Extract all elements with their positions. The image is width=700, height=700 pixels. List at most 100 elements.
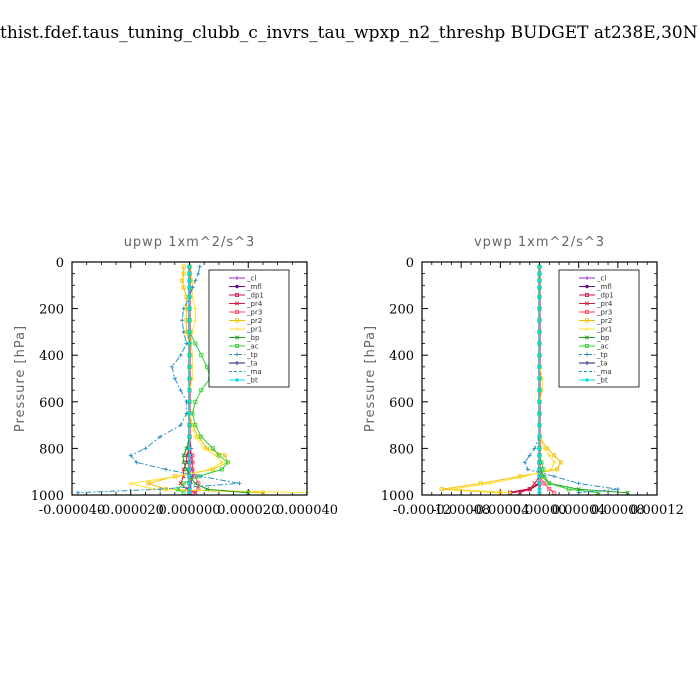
legend-label: _dp1 [596, 292, 614, 300]
legend-label: _bt [246, 377, 258, 385]
series-bt-marker [537, 423, 542, 427]
series-ac-marker [199, 388, 204, 393]
series-bt-marker [187, 271, 192, 276]
series-tp-marker [178, 353, 183, 358]
series-bt-marker [187, 490, 192, 495]
legend-swatch-marker [234, 318, 239, 323]
series-tp-marker [178, 423, 183, 428]
series-markers-bt [537, 264, 542, 495]
series-tp-marker [158, 487, 163, 492]
series-pr1-marker [522, 474, 527, 479]
y-axis-label: Pressure [hPa] [13, 325, 28, 432]
series-pr2-marker [181, 285, 186, 290]
series-bt-marker [537, 467, 542, 472]
series-tp-marker [552, 474, 557, 479]
y-tick-label: 600 [389, 396, 414, 411]
legend-label: _pr2 [246, 317, 262, 325]
series-bt-marker [187, 278, 192, 283]
legend-label: _pr3 [246, 309, 262, 317]
series-bt-marker [537, 446, 542, 451]
series-pr1-marker [128, 481, 133, 486]
legend-swatch-marker [585, 361, 589, 365]
series-tp-marker [522, 460, 527, 465]
series-bp-marker [205, 487, 210, 492]
series-bt-marker [537, 490, 542, 495]
legend-label: _pr4 [246, 300, 263, 308]
series-pr1-marker [552, 460, 557, 465]
legend-swatch-marker [234, 292, 239, 297]
series-bt-marker [187, 341, 192, 346]
series-bt-marker [537, 435, 542, 439]
series-bt-marker [537, 474, 542, 479]
series-pr1-marker [219, 460, 224, 465]
series-pr1-marker [449, 487, 454, 492]
series-tp-marker [196, 271, 201, 276]
y-tick-label: 1000 [381, 489, 414, 504]
legend-label: _pr3 [596, 309, 612, 317]
series-bt-marker [187, 487, 192, 491]
legend: _cl_mfl_dp1_pr4_pr3_pr2_pr1_bp_ac_tp_ta_… [208, 269, 290, 388]
legend-swatch-marker [235, 284, 239, 289]
legend-swatch-marker [585, 343, 590, 348]
series-tp-marker [237, 481, 242, 486]
series-pr3-marker [542, 481, 547, 486]
legend-label: _cl [596, 275, 606, 283]
legend-label: _bt [596, 377, 608, 385]
x-tick-label: -0.00012 [393, 503, 451, 518]
series-bt-marker [187, 481, 192, 486]
series-pr4-marker [532, 481, 537, 486]
series-group [439, 264, 630, 495]
series-bt-marker [537, 341, 542, 346]
legend-label: _bp [246, 334, 260, 342]
series-pr3-marker [547, 487, 552, 492]
series-pr2-marker [180, 278, 185, 283]
series-bt-marker [187, 295, 192, 299]
series-pr1-marker [208, 467, 213, 472]
series-bt-marker [187, 474, 192, 479]
y-tick-label: 1000 [31, 489, 64, 504]
series-bt-marker [187, 365, 192, 369]
series-pr3-marker [552, 490, 557, 495]
series-bt-marker [537, 487, 542, 491]
series-tp-marker [181, 306, 186, 311]
legend-swatch-marker [585, 276, 589, 280]
series-bp-marker [184, 446, 189, 451]
series-ac-marker [541, 467, 546, 472]
legend-swatch-marker [234, 309, 239, 314]
series-tp-marker [532, 446, 537, 451]
series-pr2-marker [555, 467, 560, 472]
series-bp-marker [625, 490, 630, 495]
x-tick-label: -0.00008 [432, 503, 490, 518]
legend-swatch-marker [235, 361, 239, 365]
series-tp-marker [164, 467, 168, 472]
series-tp-marker [169, 364, 174, 369]
series-tp-marker [134, 460, 139, 465]
series-ac-marker [596, 490, 601, 495]
series-pr1-marker [193, 434, 198, 439]
series-pr1-marker [175, 474, 180, 479]
series-tp-marker [172, 376, 177, 381]
legend-swatch-marker [235, 276, 239, 280]
series-bt-marker [187, 467, 192, 472]
legend-swatch-marker [584, 335, 590, 340]
legend: _cl_mfl_dp1_pr4_pr3_pr2_pr1_bp_ac_tp_ta_… [558, 269, 640, 388]
legend-swatch-marker [235, 378, 239, 382]
series-bt-marker [537, 285, 542, 290]
series-bp-marker [181, 460, 186, 465]
legend-label: _tp [596, 351, 608, 359]
legend-swatch-marker [585, 284, 589, 289]
series-pr2-marker [181, 264, 186, 269]
legend-label: _mfl [246, 283, 262, 291]
series-bt-marker [187, 306, 192, 311]
legend-swatch-marker [235, 327, 239, 331]
x-tick-label: -0.00004 [471, 503, 529, 518]
series-pr4-marker [527, 487, 532, 492]
series-tp-marker [576, 481, 581, 486]
series-bp-marker [193, 481, 198, 486]
series-markers-bt [187, 264, 192, 495]
series-pr1-marker [549, 467, 554, 472]
series-pr1-marker [193, 306, 198, 311]
series-bt-marker [187, 330, 192, 334]
series-tp-marker [158, 434, 163, 439]
